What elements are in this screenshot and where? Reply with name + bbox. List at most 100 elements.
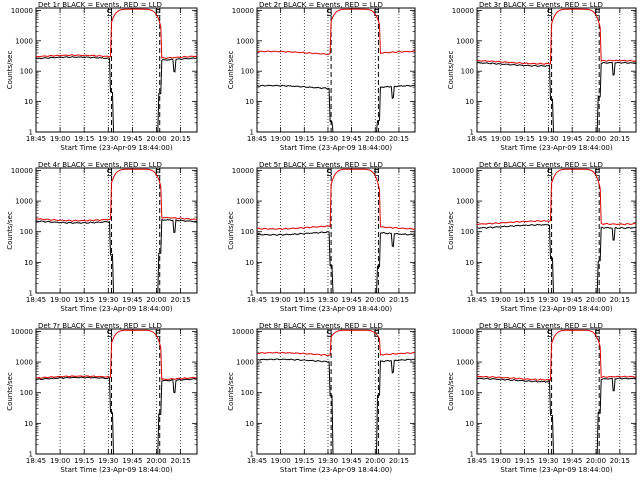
y-tick-label: 1 (29, 128, 33, 136)
x-tick-label: 20:00 (365, 296, 385, 304)
series-events (476, 377, 636, 455)
x-tick-label: 20:00 (146, 457, 166, 465)
x-tick-label: 19:45 (122, 296, 142, 304)
y-tick-label: 1000 (456, 37, 474, 45)
marker-label-s: S (547, 329, 553, 340)
panel-7: Det 7r BLACK = Events, RED = LLD 1 10 100 10… (6, 322, 198, 474)
x-tick-label: 19:30 (318, 135, 338, 143)
marker-label-e: E (155, 168, 161, 179)
y-tick-label: 1000 (236, 37, 254, 45)
y-tick-label: 1 (250, 289, 254, 297)
y-axis-label: Counts/sec (6, 51, 14, 90)
x-tick-label: 19:30 (318, 296, 338, 304)
panel-title: Det 7r BLACK = Events, RED = LLD (38, 322, 162, 330)
y-tick-label: 1000 (456, 359, 474, 367)
y-tick-label: 100 (20, 68, 33, 76)
y-tick-label: 100 (461, 389, 474, 397)
y-tick-label: 10000 (232, 7, 254, 15)
y-tick-label: 10 (465, 98, 474, 106)
x-axis-label: Start Time (23-Apr-09 18:44:00) (280, 305, 392, 313)
x-axis-label: Start Time (23-Apr-09 18:44:00) (60, 466, 172, 474)
y-axis-label: Counts/sec (447, 372, 455, 411)
x-tick-label: 19:00 (491, 135, 511, 143)
x-tick-label: 20:15 (171, 296, 191, 304)
y-tick-label: 10000 (452, 167, 474, 175)
x-tick-label: 19:45 (562, 296, 582, 304)
x-axis-label: Start Time (23-Apr-09 18:44:00) (500, 144, 612, 152)
x-tick-label: 19:15 (515, 135, 535, 143)
panel-9: Det 9r BLACK = Events, RED = LLD 1 10 100 10… (447, 322, 637, 474)
x-tick-label: 19:00 (50, 296, 70, 304)
y-tick-label: 1000 (236, 359, 254, 367)
x-tick-label: 20:00 (586, 135, 606, 143)
series-events (35, 376, 198, 455)
y-tick-label: 10 (245, 259, 254, 267)
y-tick-label: 1 (470, 128, 474, 136)
y-axis-label: Counts/sec (227, 51, 235, 90)
panel-1: Det 1r BLACK = Events, RED = LLD 1 10 100 10… (6, 1, 198, 152)
series-lld (35, 329, 198, 381)
y-tick-label: 100 (241, 389, 254, 397)
series-events (35, 56, 198, 133)
y-tick-label: 10000 (11, 167, 33, 175)
x-tick-label: 20:15 (610, 296, 630, 304)
x-tick-label: 19:00 (50, 457, 70, 465)
y-axis-label: Counts/sec (227, 211, 235, 250)
y-tick-label: 100 (241, 228, 254, 236)
x-tick-label: 18:45 (467, 135, 487, 143)
series-lld (256, 329, 416, 357)
series-events (257, 84, 416, 133)
x-tick-label: 20:15 (171, 457, 191, 465)
series-lld (476, 168, 637, 226)
series-events (35, 218, 198, 294)
y-tick-label: 10000 (452, 328, 474, 336)
y-tick-label: 10 (465, 259, 474, 267)
series-lld (256, 8, 416, 56)
y-tick-label: 10 (24, 420, 33, 428)
marker-label-s: S (326, 8, 332, 19)
x-tick-label: 20:00 (146, 296, 166, 304)
x-tick-label: 19:00 (271, 296, 291, 304)
series-lld (476, 329, 637, 381)
x-tick-label: 19:45 (342, 457, 362, 465)
x-tick-label: 19:45 (562, 135, 582, 143)
y-tick-label: 10 (465, 420, 474, 428)
y-tick-label: 1 (470, 450, 474, 458)
x-tick-label: 20:00 (586, 296, 606, 304)
marker-label-s: S (107, 8, 113, 19)
panel-title: Det 5r BLACK = Events, RED = LLD (259, 161, 383, 169)
x-tick-label: 19:15 (294, 135, 314, 143)
x-tick-label: 19:45 (122, 135, 142, 143)
y-axis-label: Counts/sec (447, 51, 455, 90)
x-axis-label: Start Time (23-Apr-09 18:44:00) (500, 305, 612, 313)
x-tick-label: 20:00 (365, 457, 385, 465)
x-tick-label: 20:00 (586, 457, 606, 465)
x-tick-label: 18:45 (247, 135, 267, 143)
y-axis-label: Counts/sec (6, 211, 14, 250)
y-tick-label: 100 (461, 228, 474, 236)
series-lld (256, 168, 416, 231)
x-tick-label: 19:45 (562, 457, 582, 465)
marker-label-s: S (107, 168, 113, 179)
x-tick-label: 20:15 (389, 135, 409, 143)
marker-label-e: E (373, 168, 379, 179)
y-tick-label: 100 (20, 228, 33, 236)
panel-5: Det 5r BLACK = Events, RED = LLD 1 10 100 10… (227, 161, 416, 313)
x-tick-label: 19:30 (538, 135, 558, 143)
x-tick-label: 19:15 (515, 457, 535, 465)
x-tick-label: 19:30 (98, 457, 118, 465)
x-tick-label: 19:00 (491, 457, 511, 465)
x-tick-label: 20:00 (146, 135, 166, 143)
x-tick-label: 19:00 (271, 457, 291, 465)
series-lld (35, 8, 197, 60)
x-tick-label: 20:15 (389, 457, 409, 465)
marker-label-s: S (547, 8, 553, 19)
y-tick-label: 100 (20, 389, 33, 397)
marker-label-s: S (326, 168, 332, 179)
panel-4: Det 4r BLACK = Events, RED = LLD 1 10 100 10… (6, 161, 198, 313)
marker-label-e: E (373, 8, 379, 19)
y-tick-label: 10000 (11, 7, 33, 15)
x-tick-label: 19:30 (98, 296, 118, 304)
x-tick-label: 19:45 (122, 457, 142, 465)
panel-title: Det 6r BLACK = Events, RED = LLD (479, 161, 603, 169)
